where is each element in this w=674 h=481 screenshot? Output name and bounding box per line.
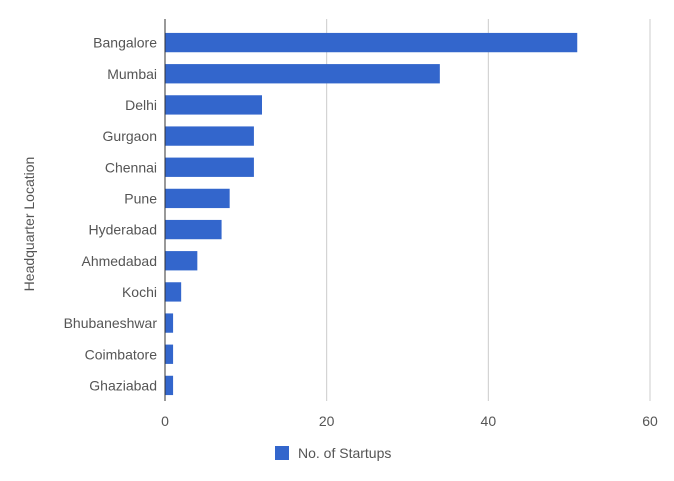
bar-mumbai[interactable] <box>165 64 440 84</box>
bar-chennai[interactable] <box>165 157 254 177</box>
category-label: Ahmedabad <box>81 253 157 269</box>
bar-pune[interactable] <box>165 188 230 209</box>
legend-label: No. of Startups <box>298 445 391 461</box>
bar-bangalore[interactable] <box>165 32 578 53</box>
x-tick-label: 0 <box>161 413 169 429</box>
category-label: Pune <box>124 190 157 206</box>
x-tick-label: 20 <box>319 413 335 429</box>
bar-kochi[interactable] <box>165 282 182 302</box>
bar-ghaziabad[interactable] <box>165 375 174 396</box>
category-label: Hyderabad <box>89 222 158 238</box>
x-tick-labels: 0 20 40 60 <box>161 413 658 429</box>
category-label: Bangalore <box>93 35 157 51</box>
x-tick-label: 60 <box>642 413 658 429</box>
bar-hyderabad[interactable] <box>165 219 222 240</box>
y-axis-title: Headquarter Location <box>21 157 37 292</box>
category-label: Mumbai <box>107 66 157 82</box>
category-label: Kochi <box>122 284 157 300</box>
category-label: Bhubaneshwar <box>64 315 158 331</box>
bars <box>165 32 578 396</box>
category-labels: Bangalore Mumbai Delhi Gurgaon Chennai Pune Hy… <box>64 35 158 394</box>
bar-gurgaon[interactable] <box>165 126 254 146</box>
bar-bhubaneshwar[interactable] <box>165 313 174 333</box>
bar-coimbatore[interactable] <box>165 344 174 364</box>
category-label: Gurgaon <box>103 128 157 144</box>
legend-swatch <box>275 446 289 460</box>
category-label: Coimbatore <box>85 346 158 362</box>
category-label: Chennai <box>105 159 157 175</box>
category-label: Delhi <box>125 97 157 113</box>
x-tick-label: 40 <box>481 413 497 429</box>
category-label: Ghaziabad <box>89 377 157 393</box>
bar-ahmedabad[interactable] <box>165 251 198 271</box>
bar-delhi[interactable] <box>165 95 262 115</box>
legend[interactable]: No. of Startups <box>275 445 391 461</box>
